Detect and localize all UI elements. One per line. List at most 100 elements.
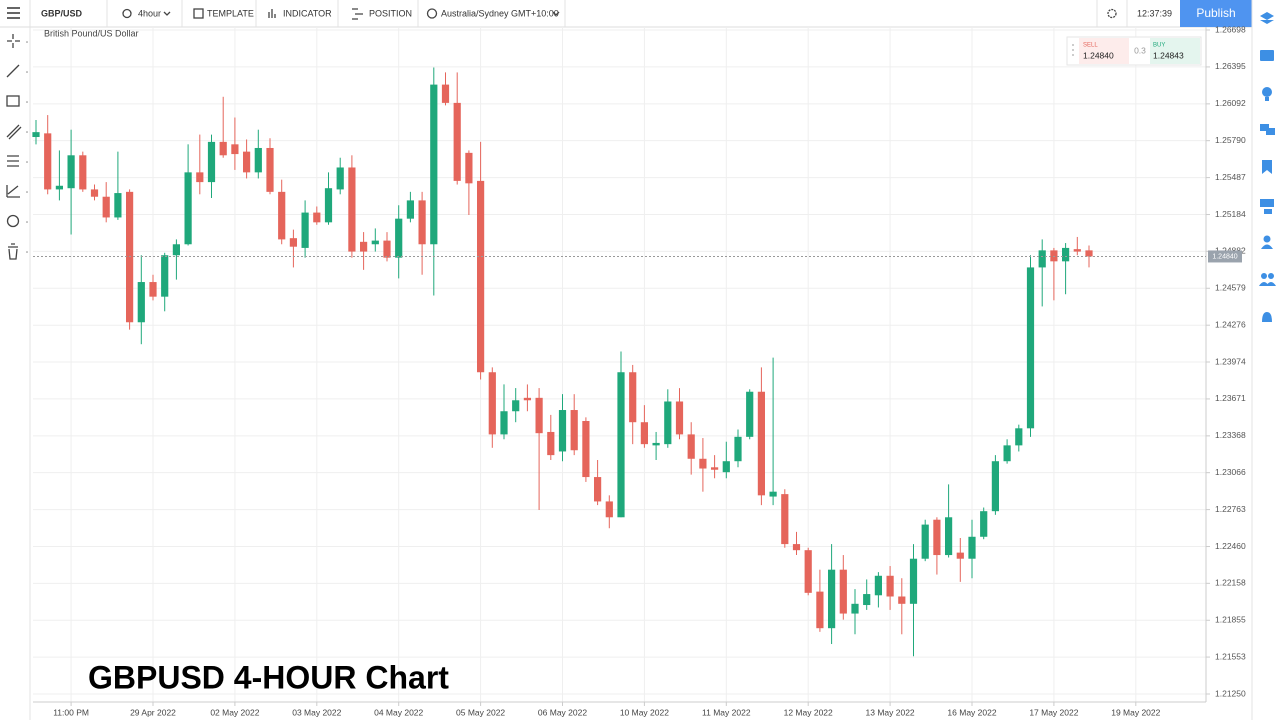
y-tick-label: 1.25184 [1215,209,1246,219]
candle-body [640,422,648,445]
candle-body [687,434,695,459]
y-tick-label: 1.23671 [1215,393,1246,403]
candle-body [629,372,637,423]
symbol[interactable]: GBP/USD [41,8,83,18]
publish-label[interactable]: Publish [1196,6,1235,20]
x-tick-label: 02 May 2022 [210,707,259,717]
buy-price[interactable]: 1.24843 [1153,50,1184,60]
drawing-tools[interactable] [6,34,22,260]
candle-body [313,212,321,223]
y-tick-label: 1.21855 [1215,615,1246,625]
candle-body [243,151,251,173]
sell-price[interactable]: 1.24840 [1083,50,1114,60]
candle-body [1026,267,1035,429]
candle-body [406,200,414,219]
candle-body [418,200,426,245]
candle-body [991,461,999,512]
tool-dots [26,41,28,253]
x-tick-label: 03 May 2022 [292,707,341,717]
position-icon [352,8,363,20]
x-tick-label: 16 May 2022 [947,707,996,717]
candle-body [886,575,894,597]
candle-body [898,596,906,604]
globe-icon [426,8,438,19]
candle-body [441,84,450,103]
candle-body [266,147,274,192]
candle-body [792,544,801,551]
candle-body [1062,247,1070,262]
x-tick-label: 13 May 2022 [866,707,915,717]
y-tick-label: 1.24579 [1215,283,1246,293]
template-icon [193,8,204,19]
candle-body [594,477,602,502]
y-tick-label: 1.26092 [1215,98,1246,108]
candle-body [734,436,742,462]
candle-body [184,172,192,245]
sidebar-icons[interactable] [1259,12,1276,324]
candle-body [570,410,578,451]
publish-button[interactable] [1180,0,1252,27]
y-tick-label: 1.23066 [1215,467,1246,477]
candles: 1.24840 [32,67,1242,657]
candle-body [617,372,625,518]
sell-label[interactable]: SELL [1083,43,1098,49]
y-tick-label: 1.22158 [1215,578,1246,588]
candle-body [301,212,309,248]
template-button[interactable]: TEMPLATE [207,8,254,18]
candle-body [512,400,520,412]
candle-body [137,282,145,323]
candle-body [804,550,812,593]
candle-body [477,180,485,373]
position-button[interactable]: POSITION [369,8,412,18]
buy-label[interactable]: BUY [1153,43,1165,49]
candle-body [945,517,953,556]
quote-box[interactable] [1066,36,1202,66]
candle-body [465,152,473,184]
candle-body [769,491,777,497]
candle-body [114,193,122,218]
y-tick-label: 1.24276 [1215,319,1246,329]
timezone[interactable]: Australia/Sydney GMT+10:00 [441,8,559,18]
candle-body [430,84,438,245]
candle-body [1003,445,1011,462]
candle-body [126,191,134,323]
candle-body [816,591,824,629]
candle-body [488,372,496,435]
candle-body [149,282,157,297]
settings-icon[interactable] [1107,8,1117,19]
candle-body [863,594,871,606]
x-tick-label: 11 May 2022 [702,707,751,717]
candle-body [956,552,964,559]
candle-body [711,467,719,470]
candle-body [1073,249,1081,252]
candle-body [500,411,508,435]
candle-body [699,458,707,469]
candle-body [1038,250,1046,268]
candle-body [547,431,555,456]
indicator-button[interactable]: INDICATOR [283,8,332,18]
clock: 12:37:39 [1137,8,1172,18]
candle-body [172,244,180,256]
candle-body [605,501,613,518]
candle-body [207,141,216,183]
x-tick-label: 05 May 2022 [456,707,505,717]
y-tick-label: 1.26698 [1215,24,1246,34]
candle-body [675,401,684,435]
candle-body [453,102,461,181]
candle-body [909,558,918,604]
dropdown-arrow [163,11,171,16]
candle-body [360,241,368,252]
y-tick-label: 1.23368 [1215,430,1246,440]
interval[interactable]: 4hour [138,8,161,18]
candle-body [921,524,929,559]
candle-body [839,569,847,614]
top-bar [0,0,1280,27]
y-tick-label: 1.22460 [1215,541,1246,551]
x-tick-label: 29 Apr 2022 [130,707,176,717]
x-tick-label: 19 May 2022 [1111,707,1160,717]
candle-body [652,442,660,446]
menu-icon[interactable] [7,7,20,19]
candle-body [582,420,590,478]
grid: 1.26698 1.26395 1.26092 1.25790 1.25487 1.251… [33,24,1246,717]
